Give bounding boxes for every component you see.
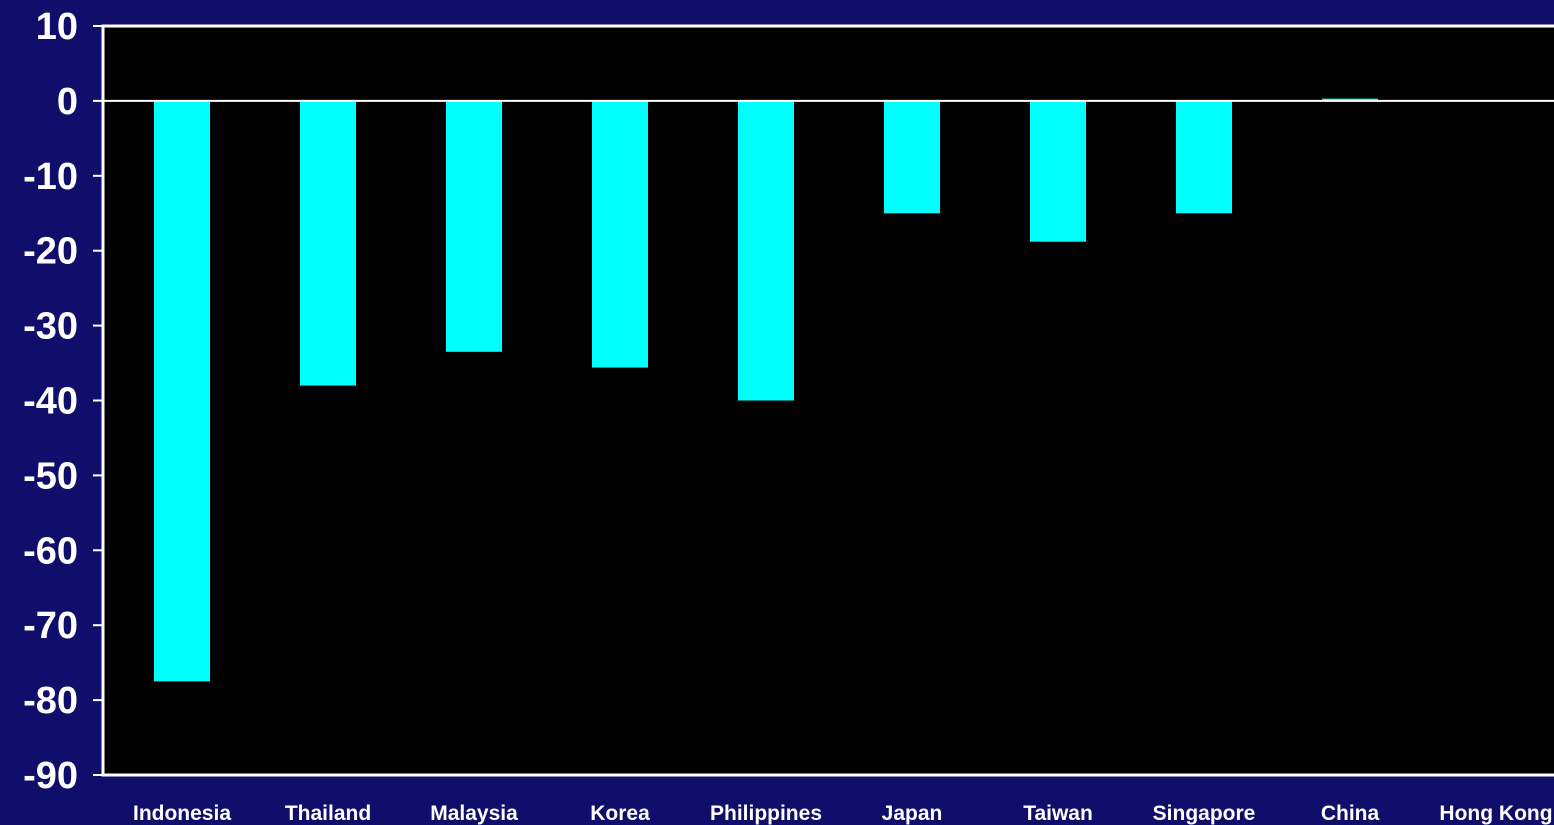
bar-china xyxy=(1322,98,1378,101)
y-tick-label: 0 xyxy=(57,81,78,123)
x-tick-label: Japan xyxy=(882,802,943,825)
x-tick-label: Indonesia xyxy=(133,802,231,825)
bar-indonesia xyxy=(154,100,210,682)
bars-group xyxy=(154,98,1378,682)
y-tick-label: 10 xyxy=(36,6,78,48)
x-tick-label: Thailand xyxy=(285,802,371,825)
x-tick-label: Singapore xyxy=(1153,802,1256,825)
y-tick-label: -90 xyxy=(23,755,78,797)
x-tick-label: Malaysia xyxy=(430,802,518,825)
y-tick-label: -70 xyxy=(23,605,78,647)
y-tick-label: -20 xyxy=(23,231,78,273)
bar-singapore xyxy=(1176,100,1232,214)
x-tick-label: Korea xyxy=(590,802,650,825)
y-tick-label: -30 xyxy=(23,306,78,348)
y-tick-label: -50 xyxy=(23,455,78,497)
x-tick-label: China xyxy=(1321,802,1380,825)
y-tick-label: -60 xyxy=(23,530,78,572)
bar-korea xyxy=(592,100,648,368)
x-tick-label: Hong Kong xyxy=(1439,802,1552,825)
bar-thailand xyxy=(300,100,356,386)
bar-japan xyxy=(884,100,940,214)
y-tick-label: -40 xyxy=(23,381,78,423)
x-axis-labels: Indonesia Thailand Malaysia Korea Philippine… xyxy=(133,802,1553,825)
bar-taiwan xyxy=(1030,100,1086,242)
x-tick-label: Taiwan xyxy=(1023,802,1093,825)
y-axis-ticks: 10 0 -10 -20 -30 -40 -50 -60 -70 -80 -90 xyxy=(23,6,103,797)
y-tick-label: -80 xyxy=(23,680,78,722)
bar-malaysia xyxy=(446,100,502,352)
x-tick-label: Philippines xyxy=(710,802,822,825)
bar-philippines xyxy=(738,100,794,401)
y-tick-label: -10 xyxy=(23,156,78,198)
